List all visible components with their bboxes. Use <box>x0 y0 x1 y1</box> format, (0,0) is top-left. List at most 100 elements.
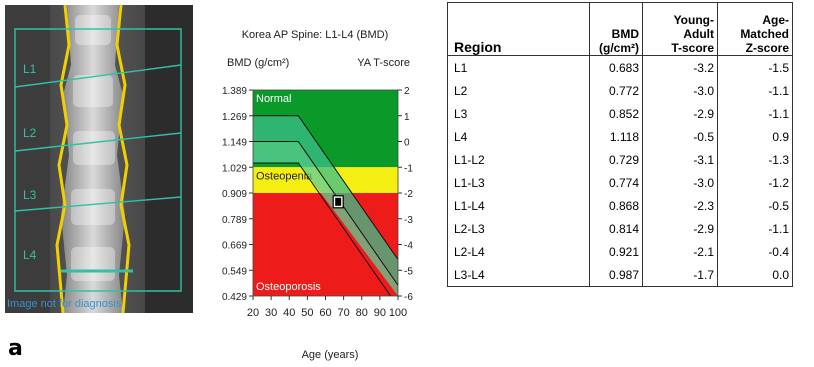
cell-region: L1-L4 <box>447 194 590 217</box>
cell-t-score: -3.2 <box>642 55 718 79</box>
patient-marker-inner <box>335 197 342 206</box>
y2-tick-label: 2 <box>404 86 410 97</box>
y2-tick-label: -6 <box>404 292 413 303</box>
cell-t-score: -3.1 <box>642 148 718 171</box>
scan-label-l4: L4 <box>23 248 37 262</box>
cell-t-score: -3.0 <box>642 79 718 102</box>
reference-line-2 <box>253 141 399 286</box>
cell-t-score: -1.7 <box>642 263 718 287</box>
x-tick-label: 20 <box>247 307 259 319</box>
table-row: L1 0.683 -3.2 -1.5 <box>447 55 793 79</box>
cell-bmd: 0.683 <box>589 55 643 79</box>
scan-watermark: Image not for diagnosis <box>7 298 122 310</box>
bmd-reference-chart: Korea AP Spine: L1-L4 (BMD) BMD (g/cm²) … <box>222 29 413 361</box>
scan-label-l2: L2 <box>23 126 37 140</box>
table-header-row: Region BMD (g/cm²) Young-Adult T-score Age… <box>447 2 793 56</box>
y2-tick-label: -1 <box>404 163 413 174</box>
x-tick-label: 80 <box>356 307 368 319</box>
cell-t-score: -2.3 <box>642 194 718 217</box>
chart-y-axis-label: BMD (g/cm²) <box>227 57 289 69</box>
cell-z-score: 0.0 <box>717 263 793 287</box>
cell-z-score: -1.5 <box>717 55 793 79</box>
cell-region: L3-L4 <box>447 263 590 287</box>
reference-band-lower <box>253 141 398 296</box>
cell-z-score: -0.5 <box>717 194 793 217</box>
cell-z-score: 0.9 <box>717 125 793 148</box>
cell-bmd: 0.772 <box>589 79 643 102</box>
cell-z-score: -1.3 <box>717 148 793 171</box>
cell-z-score: -1.1 <box>717 102 793 125</box>
header-t-score: Young-Adult T-score <box>642 2 718 56</box>
y-tick-label: 0.909 <box>222 189 247 200</box>
y-tick-label: 0.789 <box>222 215 247 226</box>
cell-bmd: 0.729 <box>589 148 643 171</box>
cell-z-score: -0.4 <box>717 240 793 263</box>
panel-letter: a <box>8 336 23 361</box>
cell-t-score: -2.1 <box>642 240 718 263</box>
cell-bmd: 0.921 <box>589 240 643 263</box>
spine-scan-image: L1 L2 L3 L4 Image not for diagnosis <box>5 5 193 313</box>
table-row: L4 1.118 -0.5 0.9 <box>447 125 793 148</box>
x-tick-label: 50 <box>301 307 313 319</box>
cell-bmd: 1.118 <box>589 125 643 148</box>
header-bmd-line2: (g/cm²) <box>599 41 639 55</box>
cell-bmd: 0.852 <box>589 102 643 125</box>
y-tick-label: 0.429 <box>222 292 247 303</box>
header-region: Region <box>447 2 590 56</box>
cell-t-score: -2.9 <box>642 102 718 125</box>
x-tick-label: 30 <box>265 307 277 319</box>
x-tick-label: 60 <box>319 307 331 319</box>
y2-tick-label: -5 <box>404 266 413 277</box>
table-row: L3-L4 0.987 -1.7 0.0 <box>447 263 793 287</box>
cell-region: L1 <box>447 55 590 79</box>
cell-z-score: -1.1 <box>717 79 793 102</box>
table-row: L1-L4 0.868 -2.3 -0.5 <box>447 194 793 217</box>
cell-region: L2-L4 <box>447 240 590 263</box>
x-tick-label: 100 <box>389 307 407 319</box>
y-tick-label: 0.549 <box>222 266 247 277</box>
cell-region: L1-L2 <box>447 148 590 171</box>
cell-region: L3 <box>447 102 590 125</box>
header-z-line2: Z-score <box>745 41 789 55</box>
y-tick-label: 1.029 <box>222 163 247 174</box>
header-region-text: Region <box>454 39 502 55</box>
table-row: L2-L3 0.814 -2.9 -1.1 <box>447 217 793 240</box>
cell-t-score: -0.5 <box>642 125 718 148</box>
scan-label-l3: L3 <box>23 188 37 202</box>
cell-bmd: 0.774 <box>589 171 643 194</box>
table-row: L2 0.772 -3.0 -1.1 <box>447 79 793 102</box>
y-tick-label: 0.669 <box>222 241 247 252</box>
chart-y2-axis-label: YA T-score <box>357 57 410 69</box>
y2-tick-label: -3 <box>404 215 413 226</box>
zone-label: Osteopenia <box>256 170 313 182</box>
x-tick-label: 40 <box>283 307 295 319</box>
zone-label: Osteoporosis <box>256 281 321 293</box>
table-row: L3 0.852 -2.9 -1.1 <box>447 102 793 125</box>
cell-region: L4 <box>447 125 590 148</box>
table-row: L1-L2 0.729 -3.1 -1.3 <box>447 148 793 171</box>
cell-bmd: 0.987 <box>589 263 643 287</box>
header-bmd-line1: BMD <box>611 27 639 41</box>
cell-z-score: -1.2 <box>717 171 793 194</box>
reference-line-3 <box>253 162 391 297</box>
table-row: L2-L4 0.921 -2.1 -0.4 <box>447 240 793 263</box>
reference-line-1 <box>253 115 399 260</box>
cell-t-score: -3.0 <box>642 171 718 194</box>
x-tick-label: 70 <box>338 307 350 319</box>
y-tick-label: 1.149 <box>222 138 247 149</box>
scan-label-l1: L1 <box>23 62 37 76</box>
y-tick-label: 1.269 <box>222 112 247 123</box>
header-t-line2: T-score <box>671 41 714 55</box>
bmd-results-table: Region BMD (g/cm²) Young-Adult T-score Age… <box>447 2 793 287</box>
y2-tick-label: 1 <box>404 112 410 123</box>
cell-region: L2 <box>447 79 590 102</box>
chart-title: Korea AP Spine: L1-L4 (BMD) <box>242 29 389 41</box>
cell-t-score: -2.9 <box>642 217 718 240</box>
table-row: L1-L3 0.774 -3.0 -1.2 <box>447 171 793 194</box>
y2-tick-label: 0 <box>404 138 410 149</box>
cell-bmd: 0.814 <box>589 217 643 240</box>
chart-x-axis-label: Age (years) <box>302 349 359 361</box>
y2-tick-label: -4 <box>404 241 413 252</box>
cell-bmd: 0.868 <box>589 194 643 217</box>
x-tick-label: 90 <box>374 307 386 319</box>
